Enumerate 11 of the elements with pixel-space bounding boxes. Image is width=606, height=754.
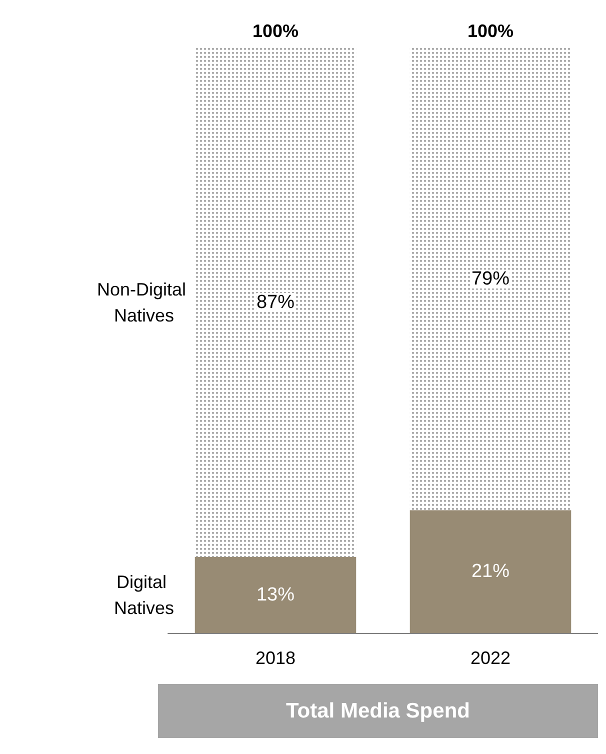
total-label: 100% (252, 21, 299, 41)
x-tick-label: 2018 (255, 648, 296, 668)
series-label: Digital Natives (114, 572, 174, 618)
x-tick-label: 2022 (470, 648, 511, 668)
x-axis-title: Total Media Spend (286, 700, 470, 722)
total-label: 100% (467, 21, 514, 41)
data-label: 21% (471, 561, 510, 582)
data-label: 79% (471, 268, 510, 290)
data-label: 13% (256, 584, 295, 606)
series-label: Non-Digital Natives (96, 279, 192, 326)
data-label: 87% (256, 292, 295, 313)
